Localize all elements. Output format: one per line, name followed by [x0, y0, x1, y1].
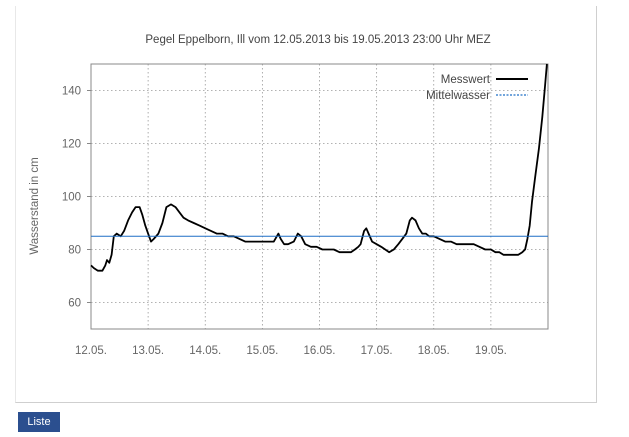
x-tick-label: 17.05. — [361, 345, 393, 357]
liste-button[interactable]: Liste — [18, 412, 60, 432]
x-tick-label: 14.05. — [189, 345, 221, 357]
y-tick-label: 140 — [62, 86, 81, 98]
y-tick-label: 120 — [62, 139, 81, 151]
y-axis-label: Wasserstand in cm — [29, 157, 41, 254]
y-tick-label: 60 — [68, 298, 81, 310]
axes: 12.05. 13.05. 14.05. 15.05. 16.05. 17.05. 18.0… — [62, 63, 549, 357]
x-tick-label: 19.05. — [475, 345, 507, 357]
water-level-chart: Pegel Eppelborn, Ill vom 12.05.2013 bis … — [29, 34, 549, 357]
y-tick-label: 100 — [62, 192, 81, 204]
x-tick-label: 12.05. — [75, 345, 107, 357]
y-tick-label: 80 — [68, 245, 81, 257]
series-line-messwert — [90, 63, 548, 272]
grid — [91, 64, 548, 329]
chart-title: Pegel Eppelborn, Ill vom 12.05.2013 bis … — [145, 34, 490, 46]
series-lines — [90, 63, 548, 272]
x-tick-label: 16.05. — [304, 345, 336, 357]
x-tick-label: 15.05. — [246, 345, 278, 357]
legend-label: Mittelwasser — [426, 90, 490, 102]
chart-frame: Pegel Eppelborn, Ill vom 12.05.2013 bis … — [15, 6, 597, 403]
legend-label: Messwert — [441, 74, 491, 86]
legend: Messwert Mittelwasser — [426, 74, 528, 102]
x-tick-label: 18.05. — [418, 345, 450, 357]
x-tick-label: 13.05. — [132, 345, 164, 357]
